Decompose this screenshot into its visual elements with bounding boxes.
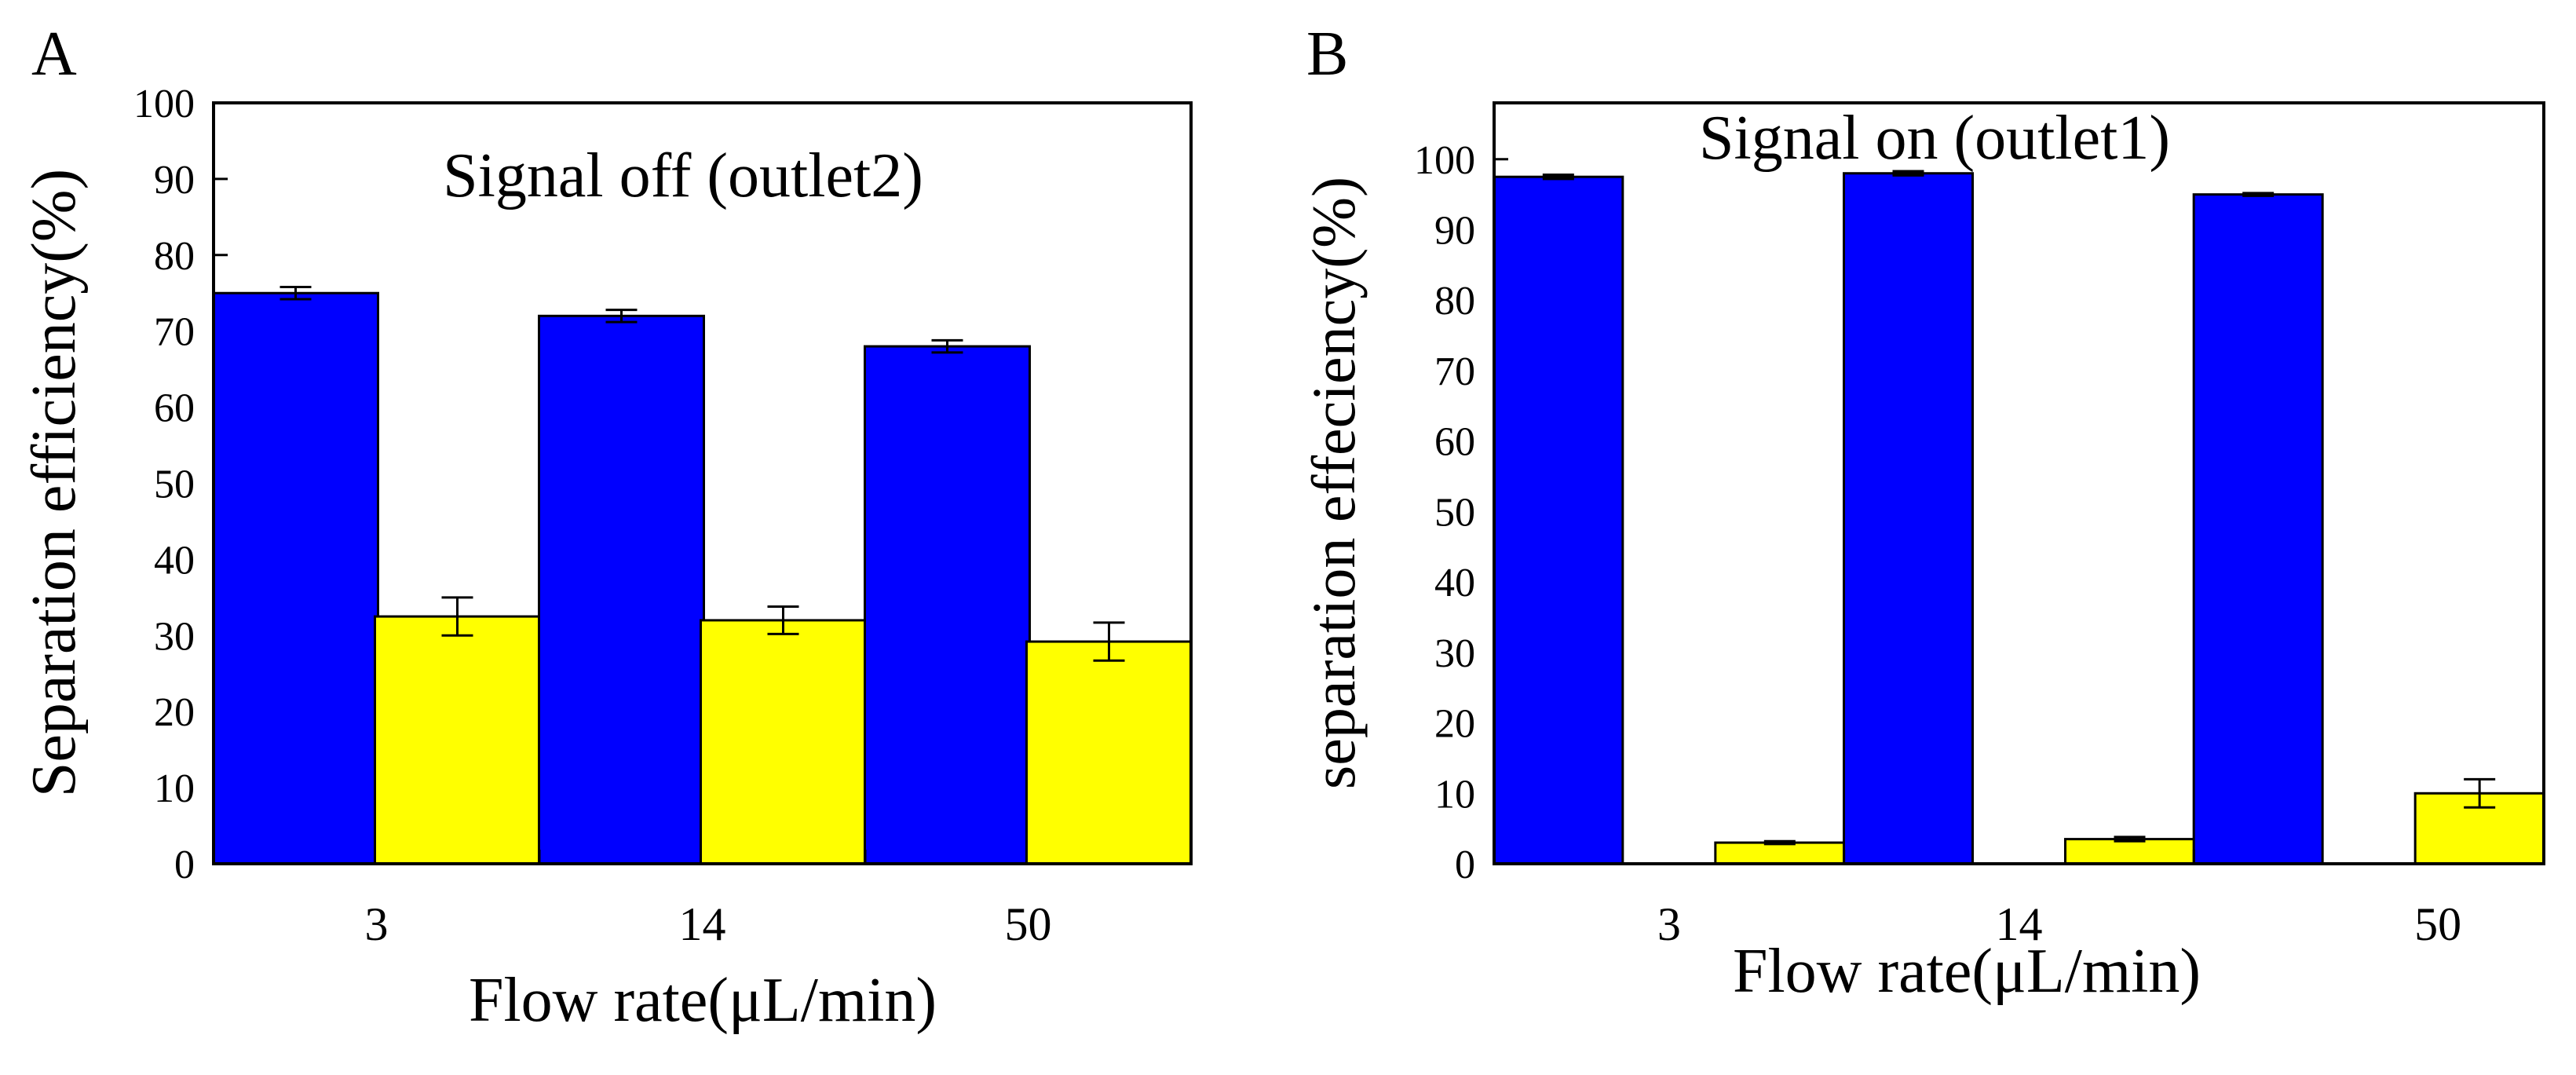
- bar-1-50: [864, 345, 1031, 865]
- y-tick-label: 20: [154, 690, 195, 735]
- bar-1-3: [1493, 175, 1624, 865]
- y-tick-label: 80: [154, 234, 195, 279]
- bar-2-3: [1714, 841, 1846, 865]
- x-tick-label: 14: [1996, 898, 2043, 950]
- x-axis-label: Flow rate(μL/min): [1733, 937, 2201, 1006]
- y-tick-label: 30: [1434, 631, 1475, 676]
- y-tick-label: 50: [1434, 490, 1475, 535]
- y-tick-label: 70: [154, 310, 195, 355]
- bar-2-3: [374, 615, 541, 865]
- y-tick-label: 10: [154, 766, 195, 811]
- y-axis-label: Separation efficiency(%): [20, 169, 89, 797]
- chart-title: Signal on (outlet1): [1699, 104, 2170, 173]
- y-tick-label: 90: [1434, 209, 1475, 254]
- plot-frame: [1493, 101, 2545, 865]
- bar-1-3: [212, 291, 379, 865]
- y-tick-label: 30: [154, 614, 195, 659]
- y-tick-label: 40: [154, 538, 195, 583]
- y-tick-label: 40: [1434, 561, 1475, 605]
- bar-1-14: [1843, 172, 1974, 865]
- x-tick-label: 3: [365, 898, 389, 950]
- bar-2-50: [1025, 640, 1193, 865]
- y-tick-label: 0: [1455, 843, 1475, 887]
- y-tick-label: 90: [154, 158, 195, 203]
- y-tick-label: 0: [174, 843, 195, 887]
- bar-2-14: [700, 619, 867, 865]
- bar-2-14: [2064, 838, 2195, 865]
- x-tick-label: 50: [2414, 898, 2461, 950]
- bar-1-50: [2192, 193, 2324, 865]
- x-tick-label: 50: [1005, 898, 1052, 950]
- y-tick-label: 100: [133, 82, 195, 126]
- panel-label: A: [31, 20, 77, 89]
- y-tick-label: 70: [1434, 349, 1475, 394]
- y-tick-label: 80: [1434, 279, 1475, 324]
- plot-frame: [212, 101, 1193, 865]
- chart-panel-b: B 0 10 20 30 40 50 60 70 80 90 100 3 14 50 Signal on (o…: [1299, 20, 2545, 1006]
- y-tick-label: 50: [154, 463, 195, 507]
- x-axis-label: Flow rate(μL/min): [469, 966, 937, 1035]
- y-axis-label: separation effeciency(%): [1299, 177, 1368, 789]
- chart-panel-a: A 0 10 20 30 40 50 60 70 80 90 100 3 14 50 Signal off (…: [20, 20, 1193, 1035]
- y-tick-label: 60: [1434, 420, 1475, 465]
- bar-1-14: [538, 314, 705, 865]
- x-tick-label: 3: [1657, 898, 1681, 950]
- panel-label: B: [1306, 20, 1348, 89]
- y-tick-label: 10: [1434, 772, 1475, 817]
- y-tick-label: 60: [154, 386, 195, 431]
- x-tick-label: 14: [679, 898, 726, 950]
- y-tick-label: 20: [1434, 702, 1475, 747]
- chart-title: Signal off (outlet2): [443, 141, 923, 210]
- y-tick-label: 100: [1414, 138, 1475, 183]
